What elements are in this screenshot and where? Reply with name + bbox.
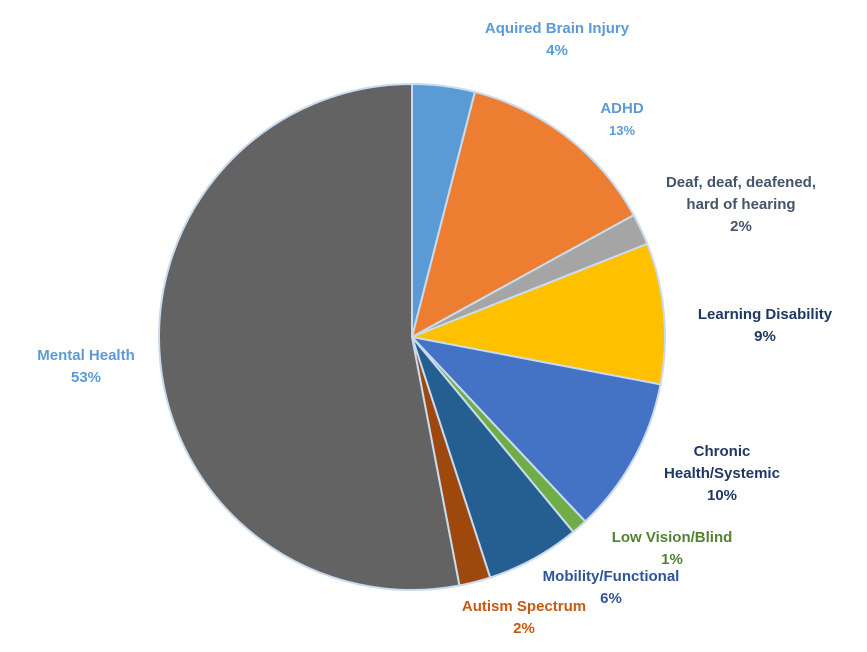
pie-slice-mental-health (158, 82, 461, 591)
slice-label-percent: 53% (71, 369, 101, 386)
slice-label-percent: 2% (730, 218, 752, 235)
pie-slice-chronic-health-systemic (409, 335, 662, 523)
slice-label-percent: 2% (513, 620, 535, 637)
slice-label: Learning Disability 9% (698, 306, 833, 345)
pie-slice-learning-disability (408, 242, 666, 386)
slice-label-name: Health/Systemic (664, 465, 780, 482)
slice-label-name: Autism Spectrum (462, 598, 586, 615)
slice-label-percent: 1% (661, 551, 683, 568)
slice-label-percent: 6% (600, 590, 622, 607)
slice-label: Mobility/Functional 6% (543, 568, 680, 607)
slice-label-name: Chronic (694, 443, 751, 460)
slice-label: Autism Spectrum 2% (462, 598, 586, 637)
slice-label-name: Deaf, deaf, deafened, (666, 174, 816, 191)
slice-label-name: Aquired Brain Injury (485, 20, 630, 37)
slice-labels: Aquired Brain Injury 4% ADHD 13% Deaf, deaf,… (37, 20, 833, 637)
slice-label: Low Vision/Blind 1% (612, 529, 733, 568)
slice-label-name: Mobility/Functional (543, 568, 680, 585)
slice-label-percent: 4% (546, 42, 568, 59)
slice-label: Chronic Health/Systemic 10% (664, 443, 780, 504)
slice-label-name: Learning Disability (698, 306, 833, 323)
slice-label-percent: 10% (707, 487, 737, 504)
slice-label-name: Mental Health (37, 347, 135, 364)
slice-label: Deaf, deaf, deafened, hard of hearing 2% (666, 174, 816, 235)
slice-label: ADHD 13% (600, 100, 643, 138)
slice-label: Mental Health 53% (37, 347, 135, 386)
slice-label-percent: 9% (754, 328, 776, 345)
slice-label-percent: 13% (609, 123, 635, 138)
slice-label-name: hard of hearing (686, 196, 795, 213)
slice-label: Aquired Brain Injury 4% (485, 20, 630, 59)
slice-label-name: ADHD (600, 100, 643, 117)
pie-slice-adhd (410, 90, 636, 339)
pie-slices (158, 82, 666, 591)
slice-label-name: Low Vision/Blind (612, 529, 733, 546)
